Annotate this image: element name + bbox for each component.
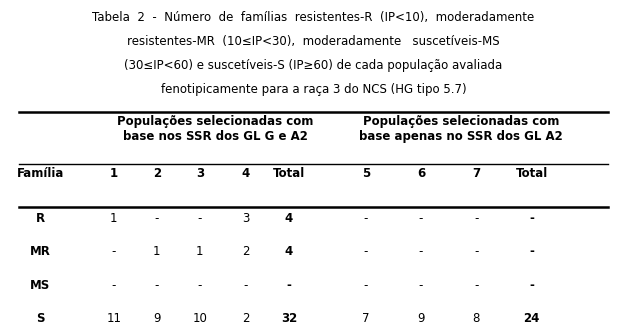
Text: 5: 5 (362, 167, 370, 180)
Text: -: - (112, 245, 116, 258)
Text: -: - (155, 279, 159, 292)
Text: 10: 10 (192, 312, 208, 325)
Text: 3: 3 (196, 167, 204, 180)
Text: -: - (529, 279, 534, 292)
Text: 2: 2 (242, 245, 250, 258)
Text: -: - (474, 279, 478, 292)
Text: Total: Total (515, 167, 548, 180)
Text: 1: 1 (153, 245, 161, 258)
Text: (30≤IP<60) e suscetíveis-S (IP≥60) de cada população avaliada: (30≤IP<60) e suscetíveis-S (IP≥60) de ca… (124, 59, 503, 72)
Text: 2: 2 (153, 167, 161, 180)
Text: 6: 6 (417, 167, 425, 180)
Text: 1: 1 (196, 245, 204, 258)
Text: 3: 3 (242, 212, 250, 225)
Text: Populações selecionadas com
base apenas no SSR dos GL A2: Populações selecionadas com base apenas … (359, 115, 563, 143)
Text: -: - (198, 279, 202, 292)
Text: S: S (36, 312, 45, 325)
Text: 1: 1 (110, 212, 117, 225)
Text: 4: 4 (285, 245, 293, 258)
Text: Total: Total (273, 167, 305, 180)
Text: -: - (364, 212, 368, 225)
Text: Família: Família (16, 167, 64, 180)
Text: -: - (287, 279, 292, 292)
Text: 24: 24 (524, 312, 540, 325)
Text: 1: 1 (110, 167, 118, 180)
Text: 7: 7 (362, 312, 369, 325)
Text: fenotipicamente para a raça 3 do NCS (HG tipo 5.7): fenotipicamente para a raça 3 do NCS (HG… (161, 83, 466, 96)
Text: -: - (419, 212, 423, 225)
Text: -: - (419, 279, 423, 292)
Text: resistentes-MR  (10≤IP<30),  moderadamente   suscetíveis-MS: resistentes-MR (10≤IP<30), moderadamente… (127, 35, 500, 48)
Text: 9: 9 (153, 312, 161, 325)
Text: 9: 9 (418, 312, 424, 325)
Text: MS: MS (30, 279, 50, 292)
Text: -: - (364, 279, 368, 292)
Text: 11: 11 (107, 312, 121, 325)
Text: -: - (474, 245, 478, 258)
Text: -: - (419, 245, 423, 258)
Text: 4: 4 (242, 167, 250, 180)
Text: R: R (36, 212, 45, 225)
Text: -: - (364, 245, 368, 258)
Text: Tabela  2  -  Número  de  famílias  resistentes-R  (IP<10),  moderadamente: Tabela 2 - Número de famílias resistente… (92, 11, 535, 24)
Text: 8: 8 (473, 312, 480, 325)
Text: MR: MR (29, 245, 51, 258)
Text: 2: 2 (242, 312, 250, 325)
Text: 32: 32 (281, 312, 297, 325)
Text: Populações selecionadas com
base nos SSR dos GL G e A2: Populações selecionadas com base nos SSR… (117, 115, 314, 143)
Text: 4: 4 (285, 212, 293, 225)
Text: -: - (529, 245, 534, 258)
Text: -: - (155, 212, 159, 225)
Text: -: - (198, 212, 202, 225)
Text: -: - (529, 212, 534, 225)
Text: 7: 7 (472, 167, 480, 180)
Text: -: - (244, 279, 248, 292)
Text: -: - (112, 279, 116, 292)
Text: -: - (474, 212, 478, 225)
